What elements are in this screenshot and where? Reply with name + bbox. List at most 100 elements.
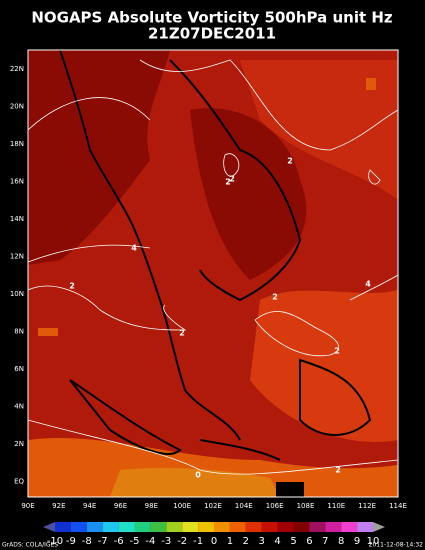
colorbar-box bbox=[293, 522, 310, 532]
coastline bbox=[299, 358, 372, 436]
missing bbox=[276, 482, 304, 497]
contour bbox=[27, 244, 151, 263]
contour-label: 0 bbox=[195, 471, 201, 480]
contour bbox=[254, 311, 340, 357]
colorbar-box bbox=[55, 522, 71, 532]
lon-label: 108E bbox=[297, 502, 315, 510]
colorbar-box bbox=[150, 522, 167, 532]
footer-left: GrADS: COLA/IGES bbox=[2, 542, 58, 549]
contour bbox=[349, 274, 399, 301]
contour bbox=[27, 419, 399, 475]
lat-label: 22N bbox=[10, 65, 24, 73]
coastline bbox=[69, 379, 182, 455]
lat-label: 10N bbox=[10, 290, 24, 298]
map-frame bbox=[27, 49, 399, 498]
field-light bbox=[240, 60, 398, 200]
colorbar-box bbox=[229, 522, 246, 532]
colorbar-box bbox=[214, 522, 230, 532]
footer-right: 2011-12-08-14:32 bbox=[369, 542, 424, 549]
colorbar-label: -7 bbox=[98, 536, 108, 547]
colorbar-label: 4 bbox=[274, 536, 280, 547]
lon-label: 90E bbox=[21, 502, 34, 510]
colorbar-box bbox=[134, 522, 151, 532]
lat-label: 20N bbox=[10, 103, 24, 111]
field-orange bbox=[110, 467, 280, 497]
colorbar-box bbox=[277, 522, 294, 532]
field-orange bbox=[366, 78, 376, 90]
colorbar-box bbox=[325, 522, 342, 532]
contour-label: 2 bbox=[69, 282, 75, 291]
colorbar-label: 2 bbox=[243, 536, 249, 547]
colorbar-label: 0 bbox=[211, 536, 217, 547]
colorbar-label: 9 bbox=[354, 536, 360, 547]
colorbar-box bbox=[309, 522, 326, 532]
colorbar: -10 -9 -8 -7 -6 -5 -4 -3 -2 -1 0 1 2 3 4 5 6 7 8 9 10 bbox=[43, 522, 385, 547]
lon-label: 94E bbox=[83, 502, 96, 510]
contour bbox=[27, 97, 151, 131]
colorbar-box bbox=[118, 522, 135, 532]
field-light bbox=[250, 290, 398, 442]
colorbar-arrow bbox=[373, 522, 385, 532]
colorbar-box bbox=[70, 522, 87, 532]
lon-label: 112E bbox=[358, 502, 376, 510]
contour-label: 2 bbox=[334, 347, 340, 356]
field-dark bbox=[28, 50, 170, 265]
map bbox=[27, 49, 399, 498]
coastline bbox=[59, 49, 241, 441]
lat-label: 6N bbox=[14, 365, 24, 373]
contour bbox=[368, 169, 381, 185]
lon-label: 100E bbox=[173, 502, 191, 510]
colorbar-label: -8 bbox=[82, 536, 92, 547]
lon-label: 92E bbox=[52, 502, 65, 510]
lon-label: 102E bbox=[204, 502, 222, 510]
lat-label: 18N bbox=[10, 140, 24, 148]
colorbar-label: 1 bbox=[227, 536, 233, 547]
colorbar-box bbox=[198, 522, 214, 532]
coastline bbox=[169, 59, 302, 302]
colorbar-label: 3 bbox=[259, 536, 265, 547]
contour-label: 2 bbox=[225, 178, 231, 187]
lon-label: 106E bbox=[266, 502, 284, 510]
field-dark bbox=[190, 108, 307, 280]
lat-label: 8N bbox=[14, 328, 24, 336]
contour-label: 2 bbox=[335, 466, 341, 475]
lon-label: 110E bbox=[327, 502, 345, 510]
colorbar-label: -1 bbox=[193, 536, 203, 547]
contour-label: 4 bbox=[365, 280, 371, 289]
field-orange bbox=[38, 328, 58, 336]
contour-label: 2 bbox=[272, 293, 278, 302]
colorbar-label: -9 bbox=[66, 536, 76, 547]
lat-label: 12N bbox=[10, 253, 24, 261]
colorbar-box bbox=[182, 522, 199, 532]
colorbar-label: -6 bbox=[114, 536, 124, 547]
colorbar-label: 8 bbox=[338, 536, 344, 547]
lat-label: 14N bbox=[10, 215, 24, 223]
colorbar-box bbox=[102, 522, 119, 532]
contour-label: 4 bbox=[131, 244, 137, 253]
colorbar-box bbox=[86, 522, 103, 532]
contour-label: 2 bbox=[287, 157, 293, 166]
colorbar-label: 5 bbox=[290, 536, 296, 547]
subtitle: 21Z07DEC2011 bbox=[148, 25, 276, 43]
lat-label: 2N bbox=[14, 440, 24, 448]
colorbar-box bbox=[261, 522, 278, 532]
colorbar-label: -5 bbox=[130, 536, 140, 547]
lat-label: 4N bbox=[14, 403, 24, 411]
colorbar-label: 6 bbox=[306, 536, 312, 547]
colorbar-box bbox=[357, 522, 373, 532]
title: NOGAPS Absolute Vorticity 500hPa unit Hz bbox=[31, 9, 393, 27]
contour bbox=[139, 59, 399, 151]
coastline bbox=[199, 439, 281, 461]
contour bbox=[223, 153, 240, 177]
colorbar-label: -2 bbox=[177, 536, 187, 547]
lon-label: 98E bbox=[145, 502, 158, 510]
lon-label: 96E bbox=[114, 502, 127, 510]
colorbar-label: 7 bbox=[322, 536, 328, 547]
colorbar-arrow bbox=[43, 522, 55, 532]
colorbar-box bbox=[166, 522, 183, 532]
colorbar-label: -4 bbox=[145, 536, 155, 547]
colorbar-label: 10 bbox=[367, 536, 380, 547]
colorbar-label: -10 bbox=[47, 536, 63, 547]
colorbar-box bbox=[341, 522, 358, 532]
